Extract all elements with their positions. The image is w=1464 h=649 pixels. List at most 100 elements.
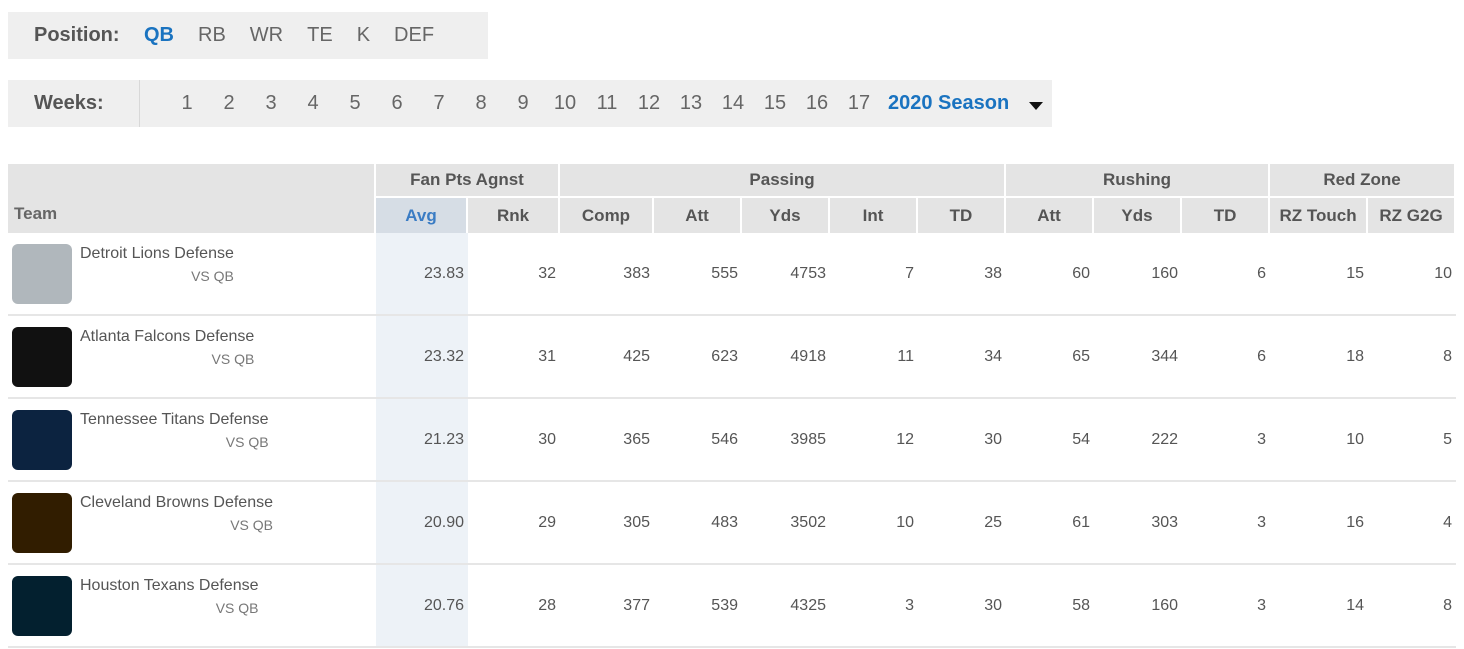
team-info: Tennessee Titans Defense VS QB [8, 409, 372, 470]
cell-rz-g2g: 8 [1368, 316, 1457, 399]
lions-logo-icon [12, 244, 72, 304]
team-matchup-label: VS QB [191, 268, 234, 284]
titans-logo-icon [12, 410, 72, 470]
column-header-rush-att[interactable]: Att [1006, 196, 1095, 233]
column-header-rush-yds[interactable]: Yds [1094, 196, 1183, 233]
season-dropdown[interactable]: 2020 Season [888, 92, 1044, 115]
cell-rush-yds: 160 [1094, 565, 1183, 648]
column-header-pass-int[interactable]: Int [830, 196, 918, 233]
column-header-rnk[interactable]: Rnk [468, 196, 560, 233]
cell-pass-comp: 377 [560, 565, 654, 648]
week-option-15[interactable]: 15 [763, 92, 787, 114]
cell-pass-int: 11 [830, 316, 918, 399]
cell-pass-td: 25 [918, 482, 1007, 565]
week-option-17[interactable]: 17 [847, 92, 871, 114]
table-row[interactable]: Tennessee Titans Defense VS QB 21.23 30 365 5… [8, 399, 1457, 482]
column-header-rz-g2g[interactable]: RZ G2G [1368, 196, 1457, 233]
position-label: Position: [34, 24, 120, 46]
cell-rz-touch: 15 [1270, 233, 1369, 316]
cell-rz-touch: 16 [1270, 482, 1369, 565]
cell-pass-td: 34 [918, 316, 1007, 399]
week-option-6[interactable]: 6 [391, 92, 403, 114]
position-option-te[interactable]: TE [307, 24, 333, 46]
table-row[interactable]: Detroit Lions Defense VS QB 23.83 32 383 555 4… [8, 233, 1457, 316]
team-name-link[interactable]: Houston Texans Defense [80, 577, 259, 594]
cell-pass-comp: 305 [560, 482, 654, 565]
week-option-16[interactable]: 16 [805, 92, 829, 114]
position-option-wr[interactable]: WR [249, 24, 284, 46]
cell-rush-att: 65 [1006, 316, 1095, 399]
team-text: Cleveland Browns Defense VS QB [80, 492, 273, 536]
week-option-10[interactable]: 10 [553, 92, 577, 114]
cell-avg: 20.76 [376, 565, 468, 648]
cell-pass-comp: 383 [560, 233, 654, 316]
cell-rush-td: 3 [1182, 565, 1271, 648]
column-header-pass-att[interactable]: Att [654, 196, 742, 233]
column-header-pass-comp[interactable]: Comp [560, 196, 654, 233]
cell-pass-yds: 4325 [742, 565, 830, 648]
column-header-rz-touch[interactable]: RZ Touch [1270, 196, 1369, 233]
cell-rush-td: 3 [1182, 399, 1271, 482]
team-name-link[interactable]: Tennessee Titans Defense [80, 411, 269, 428]
cell-rz-touch: 14 [1270, 565, 1369, 648]
cell-rnk: 30 [468, 399, 560, 482]
cell-pass-att: 546 [654, 399, 742, 482]
week-option-9[interactable]: 9 [517, 92, 529, 114]
cell-avg: 21.23 [376, 399, 468, 482]
position-option-rb[interactable]: RB [198, 24, 226, 46]
cell-pass-yds: 4753 [742, 233, 830, 316]
column-header-pass-td[interactable]: TD [918, 196, 1007, 233]
cell-rnk: 31 [468, 316, 560, 399]
group-header-fan-pts: Fan Pts Agnst [376, 164, 560, 196]
team-text: Houston Texans Defense VS QB [80, 575, 258, 619]
week-option-8[interactable]: 8 [475, 92, 487, 114]
position-filter-bar: Position: QB RB WR TE K DEF [8, 12, 488, 59]
table-row[interactable]: Houston Texans Defense VS QB 20.76 28 377 539… [8, 565, 1457, 648]
position-option-k[interactable]: K [356, 24, 371, 46]
cell-rush-att: 60 [1006, 233, 1095, 316]
week-option-1[interactable]: 1 [181, 92, 193, 114]
column-header-pass-yds[interactable]: Yds [742, 196, 830, 233]
team-matchup-label: VS QB [215, 600, 259, 616]
cell-rz-g2g: 4 [1368, 482, 1457, 565]
falcons-logo-icon [12, 327, 72, 387]
team-name-link[interactable]: Cleveland Browns Defense [80, 494, 273, 511]
group-header-passing: Passing [560, 164, 1007, 196]
cell-rnk: 29 [468, 482, 560, 565]
week-option-5[interactable]: 5 [349, 92, 361, 114]
team-name-link[interactable]: Detroit Lions Defense [80, 245, 234, 262]
column-header-avg[interactable]: Avg [376, 196, 468, 233]
team-name-link[interactable]: Atlanta Falcons Defense [80, 328, 255, 345]
week-option-14[interactable]: 14 [721, 92, 745, 114]
week-option-12[interactable]: 12 [637, 92, 661, 114]
cell-rnk: 32 [468, 233, 560, 316]
cell-pass-yds: 4918 [742, 316, 830, 399]
week-option-2[interactable]: 2 [223, 92, 235, 114]
position-option-def[interactable]: DEF [394, 24, 435, 46]
team-column-header[interactable]: Team [8, 164, 376, 233]
week-option-4[interactable]: 4 [307, 92, 319, 114]
team-cell: Tennessee Titans Defense VS QB [8, 399, 376, 482]
table-row[interactable]: Cleveland Browns Defense VS QB 20.90 29 305 4… [8, 482, 1457, 565]
chevron-down-icon [1029, 101, 1044, 110]
cell-rnk: 28 [468, 565, 560, 648]
week-option-11[interactable]: 11 [596, 92, 618, 114]
team-matchup-label: VS QB [230, 517, 273, 533]
week-option-3[interactable]: 3 [265, 92, 277, 114]
cell-pass-td: 38 [918, 233, 1007, 316]
week-option-7[interactable]: 7 [433, 92, 445, 114]
weeks-filter-bar: Weeks: 1 2 3 4 5 6 7 8 9 10 11 12 13 14 … [8, 80, 1052, 127]
team-cell: Detroit Lions Defense VS QB [8, 233, 376, 316]
position-option-qb[interactable]: QB [144, 24, 174, 46]
cell-rush-td: 6 [1182, 316, 1271, 399]
column-header-rush-td[interactable]: TD [1182, 196, 1271, 233]
table-row[interactable]: Atlanta Falcons Defense VS QB 23.32 31 425 62… [8, 316, 1457, 399]
cell-rush-att: 58 [1006, 565, 1095, 648]
cell-rz-touch: 10 [1270, 399, 1369, 482]
cell-pass-td: 30 [918, 565, 1007, 648]
cell-pass-att: 539 [654, 565, 742, 648]
browns-logo-icon [12, 493, 72, 553]
week-options: 1 2 3 4 5 6 7 8 9 10 11 12 13 14 15 16 1… [140, 92, 1044, 115]
week-option-13[interactable]: 13 [679, 92, 703, 114]
team-info: Detroit Lions Defense VS QB [8, 243, 372, 304]
